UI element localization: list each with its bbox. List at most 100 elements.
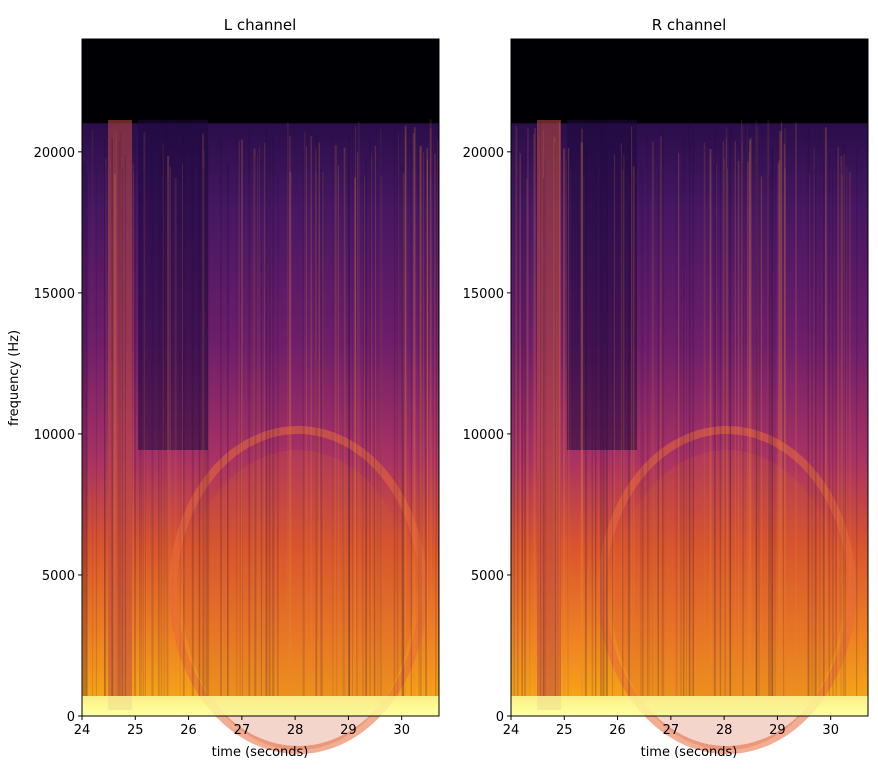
- left-texture-stripe: [337, 165, 339, 696]
- left-texture-stripe: [191, 150, 194, 696]
- right-texture-stripe: [647, 130, 649, 696]
- right-circle-pattern: [598, 426, 856, 754]
- left-texture-stripe: [105, 158, 107, 696]
- left-texture-stripe: [320, 169, 323, 696]
- right-texture-stripe: [756, 164, 758, 697]
- left-texture-stripe: [265, 124, 268, 696]
- left-texture-stripe: [356, 176, 358, 697]
- left-texture-stripe: [199, 125, 201, 696]
- right-x-ticks: 24 25 26 27 28 29 30: [503, 716, 839, 738]
- right-texture-stripe: [553, 137, 555, 696]
- right-texture-stripe: [565, 158, 567, 697]
- right-x-tick-label: 29: [769, 723, 786, 738]
- right-texture-stripe: [526, 178, 528, 697]
- right-texture-stripe: [811, 171, 813, 696]
- right-channel-panel: R channel 24 25 26 27 28 29 30 0 5000 10000 15000…: [463, 16, 869, 760]
- left-texture-stripe: [141, 143, 142, 697]
- left-texture-stripe: [163, 136, 165, 696]
- right-texture-stripe: [652, 139, 653, 696]
- right-texture-stripe: [622, 161, 624, 696]
- left-texture-stripe: [401, 165, 404, 697]
- right-texture-stripe: [543, 178, 545, 696]
- right-streak-band: [537, 120, 561, 710]
- left-texture-stripe: [134, 130, 136, 696]
- right-texture-stripe: [819, 120, 821, 697]
- left-texture-stripe: [357, 151, 359, 696]
- left-texture-stripe: [142, 172, 145, 697]
- left-low-band: [82, 696, 439, 716]
- left-texture-stripe: [119, 131, 122, 696]
- right-texture-stripe: [661, 128, 664, 697]
- left-texture-stripe: [426, 159, 429, 697]
- left-texture-stripe: [419, 146, 421, 697]
- right-texture-stripe: [659, 136, 662, 697]
- left-texture-stripe: [242, 123, 243, 697]
- left-panel-title: L channel: [224, 16, 296, 34]
- right-texture-stripe: [722, 141, 724, 696]
- right-texture-stripe: [534, 128, 536, 696]
- right-texture-stripe: [605, 124, 607, 697]
- right-texture-stripe: [525, 135, 526, 696]
- left-texture-stripe: [364, 175, 366, 697]
- left-texture-stripe: [238, 140, 240, 697]
- left-texture-stripe: [202, 133, 204, 696]
- right-y-tick-label: 15000: [463, 287, 504, 302]
- right-texture-stripe: [822, 161, 825, 696]
- left-texture-stripe: [115, 131, 117, 696]
- right-texture-stripe: [747, 161, 749, 696]
- right-x-tick-label: 26: [609, 723, 626, 738]
- left-texture-stripe: [143, 132, 146, 696]
- right-texture-stripe: [795, 122, 797, 696]
- right-x-tick-label: 25: [556, 723, 573, 738]
- left-texture-stripe: [354, 177, 357, 696]
- left-texture-stripe: [204, 170, 206, 697]
- left-texture-stripe: [277, 173, 279, 696]
- left-axes-frame: [81, 38, 440, 717]
- left-texture-stripe: [160, 152, 163, 697]
- left-texture-stripe: [158, 140, 160, 696]
- left-texture-stripe: [393, 121, 396, 696]
- left-texture-stripe: [202, 168, 205, 697]
- right-texture-stripe: [749, 139, 752, 696]
- left-dark-band: [138, 120, 208, 450]
- right-texture-stripe: [755, 143, 758, 696]
- left-texture-stripe: [336, 135, 338, 697]
- right-texture-stripe: [583, 175, 585, 696]
- right-texture-stripe: [675, 153, 678, 697]
- right-texture-stripe: [767, 119, 770, 696]
- left-x-tick-label: 28: [287, 723, 304, 738]
- left-texture-stripe: [402, 172, 405, 696]
- left-texture-stripe: [429, 119, 432, 696]
- right-texture-stripe: [689, 120, 690, 696]
- right-x-tick-label: 24: [503, 723, 520, 738]
- left-texture-stripe: [183, 121, 185, 697]
- right-texture-stripe: [807, 131, 810, 697]
- left-texture-stripe: [113, 127, 115, 696]
- right-texture-stripe: [843, 154, 846, 697]
- left-texture-stripe: [91, 153, 94, 697]
- right-texture-stripe: [760, 176, 763, 696]
- left-y-tick-label: 10000: [34, 428, 75, 443]
- right-texture-stripe: [841, 174, 843, 697]
- left-texture-stripe: [419, 145, 422, 697]
- left-texture-stripe: [84, 142, 86, 696]
- right-texture-stripe: [632, 166, 635, 696]
- left-texture-stripe: [239, 159, 241, 696]
- left-texture-stripe: [356, 168, 357, 697]
- right-texture-stripe: [778, 159, 781, 696]
- left-texture-stripe: [404, 126, 407, 696]
- left-texture-stripe: [169, 166, 171, 697]
- right-texture-stripe: [771, 147, 774, 696]
- left-texture-stripe: [306, 146, 307, 696]
- right-texture-stripe: [703, 142, 706, 697]
- left-texture-stripe: [206, 137, 208, 697]
- left-texture-stripe: [167, 155, 170, 696]
- right-axes-frame: [510, 38, 869, 717]
- right-texture-stripe: [540, 121, 541, 696]
- right-low-band: [511, 696, 868, 716]
- right-x-tick-label: 28: [716, 723, 733, 738]
- right-texture-stripe: [678, 152, 680, 697]
- right-texture-stripe: [513, 171, 515, 696]
- left-texture-stripe: [95, 169, 97, 696]
- left-texture-stripe: [198, 163, 200, 696]
